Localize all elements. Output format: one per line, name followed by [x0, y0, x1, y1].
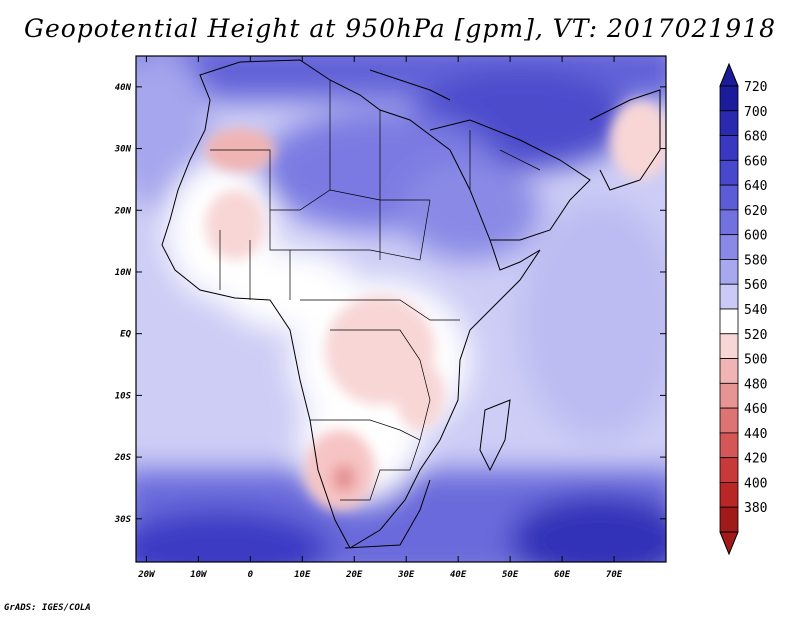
colorbar-swatch — [719, 407, 739, 434]
colorbar-label: 500 — [744, 353, 767, 368]
lon-label: 60E — [554, 570, 571, 580]
lat-label: 30N — [114, 145, 132, 155]
colorbar-label: 640 — [744, 179, 767, 194]
colorbar-swatch — [719, 382, 739, 409]
colorbar-label: 480 — [744, 377, 767, 392]
lat-label: 30S — [114, 515, 132, 525]
colorbar-swatch — [719, 159, 739, 186]
lon-label: 10W — [190, 570, 208, 580]
colorbar-swatch — [719, 308, 739, 335]
colorbar-label: 580 — [744, 253, 767, 268]
colorbar-swatch — [719, 209, 739, 236]
lat-label: 10S — [115, 391, 132, 401]
colorbar-swatch — [719, 432, 739, 459]
colorbar-label: 720 — [744, 80, 767, 95]
lat-label: 20N — [114, 206, 132, 216]
lat-label: 10N — [115, 268, 132, 278]
colorbar-label: 620 — [744, 204, 767, 219]
longitude-axis: 20W 10W 0 10E 20E 30E 40E 50E 60E 70E — [137, 56, 623, 580]
colorbar-label: 700 — [744, 105, 767, 120]
colorbar-label: 440 — [744, 427, 767, 442]
colorbar-label: 540 — [744, 303, 767, 318]
colorbar-swatch — [719, 283, 739, 310]
political-borders — [210, 80, 541, 501]
lon-label: 70E — [606, 570, 623, 580]
height-field — [136, 56, 666, 562]
colorbar-swatch — [719, 358, 739, 384]
coastlines — [161, 59, 661, 549]
colorbar-label: 660 — [744, 154, 767, 169]
lon-label: 10E — [294, 570, 311, 580]
colorbar-swatch — [719, 184, 739, 211]
colorbar-swatch — [719, 259, 739, 285]
colorbar-label: 680 — [744, 130, 767, 145]
colorbar-swatch — [719, 85, 739, 112]
lon-label: 0 — [248, 570, 254, 580]
lat-label: 40N — [115, 83, 132, 93]
colorbar-legend: 720 700 680 660 640 620 600 580 560 540 520 500 480 4… — [719, 62, 767, 556]
colorbar-label: 420 — [744, 452, 767, 467]
colorbar-swatch — [719, 135, 739, 161]
colorbar-swatch — [719, 234, 739, 260]
lon-label: 20W — [137, 570, 156, 580]
colorbar-swatch — [719, 482, 739, 508]
lat-label: EQ — [120, 330, 131, 340]
lon-label: 30E — [397, 570, 415, 580]
grads-credit: GrADS: IGES/COLA — [4, 603, 91, 613]
colorbar-label: 560 — [744, 278, 767, 293]
colorbar-swatch — [719, 333, 739, 359]
lon-label: 20E — [345, 570, 363, 580]
colorbar-label: 460 — [744, 402, 767, 417]
colorbar-top-arrow — [719, 62, 739, 87]
map-title: Geopotential Height at 950hPa [gpm], VT:… — [23, 14, 777, 43]
colorbar-swatch — [719, 457, 739, 483]
colorbar-bottom-arrow — [719, 531, 739, 556]
colorbar-swatch — [719, 110, 739, 136]
lat-label: 20S — [114, 453, 132, 463]
colorbar-label: 600 — [744, 229, 767, 244]
lon-label: 50E — [502, 570, 519, 580]
lon-label: 40E — [450, 570, 467, 580]
colorbar-label: 520 — [744, 328, 767, 343]
colorbar-swatch — [719, 506, 739, 533]
colorbar-label: 400 — [744, 476, 767, 491]
plot-frame — [135, 55, 667, 563]
latitude-axis: 40N 30N 20N 10N EQ 10S 20S 30S — [114, 83, 666, 525]
colorbar-label: 380 — [744, 501, 767, 516]
